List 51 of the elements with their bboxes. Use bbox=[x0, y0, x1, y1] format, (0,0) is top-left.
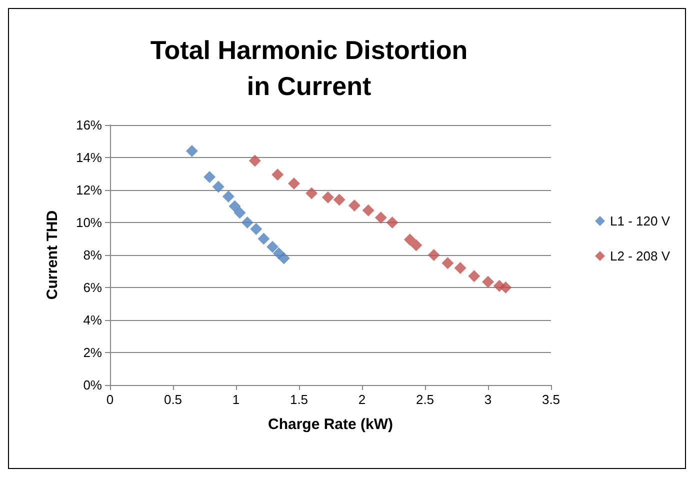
x-tick-label: 3.5 bbox=[542, 392, 560, 407]
point bbox=[258, 232, 270, 245]
y-tick-label: 6% bbox=[83, 280, 102, 295]
point bbox=[442, 257, 454, 270]
x-tick-label: 1 bbox=[232, 392, 240, 407]
point bbox=[333, 194, 346, 206]
point bbox=[204, 171, 216, 183]
point bbox=[428, 249, 440, 261]
point bbox=[374, 212, 387, 224]
point bbox=[186, 145, 198, 157]
point bbox=[322, 191, 334, 204]
x-tick-label: 0.5 bbox=[164, 392, 182, 407]
y-tick-label: 14% bbox=[76, 150, 102, 165]
point bbox=[212, 180, 224, 193]
point bbox=[454, 262, 466, 274]
point bbox=[410, 239, 422, 252]
point bbox=[272, 168, 284, 181]
x-axis-title: Charge Rate (kW) bbox=[268, 416, 394, 433]
y-tick-label: 10% bbox=[76, 215, 102, 230]
x-tick-label: 0 bbox=[106, 392, 114, 407]
point bbox=[306, 187, 318, 200]
point bbox=[266, 240, 279, 253]
point bbox=[348, 199, 360, 212]
point bbox=[250, 223, 262, 235]
y-tick-label: 8% bbox=[83, 248, 102, 262]
point bbox=[234, 206, 246, 219]
y-tick-label: 16% bbox=[76, 118, 102, 132]
y-tick-label: 0% bbox=[83, 378, 102, 392]
y-tick-label: 4% bbox=[83, 312, 102, 328]
y-tick-label: 2% bbox=[83, 345, 102, 360]
x-tick-label: 2 bbox=[358, 392, 366, 407]
y-axis-title: Current THD bbox=[44, 210, 61, 300]
point bbox=[404, 234, 416, 246]
x-tick-label: 3 bbox=[484, 392, 492, 407]
point bbox=[362, 204, 374, 216]
point bbox=[386, 216, 398, 228]
legend-label: L2 - 208 V bbox=[610, 248, 670, 264]
point bbox=[241, 216, 254, 228]
point bbox=[288, 178, 300, 190]
y-tick-label: 12% bbox=[76, 182, 102, 198]
x-tick-label: 1.5 bbox=[290, 392, 308, 407]
point bbox=[278, 252, 290, 264]
x-tick-label: 2.5 bbox=[416, 392, 434, 407]
point bbox=[222, 190, 234, 202]
point bbox=[468, 270, 480, 282]
point bbox=[482, 276, 494, 288]
point bbox=[228, 200, 241, 212]
point bbox=[248, 154, 261, 167]
chart-title: Total Harmonic Distortion in Current bbox=[150, 35, 468, 101]
point bbox=[500, 282, 512, 294]
legend-label: L1 - 120 V bbox=[610, 214, 670, 228]
